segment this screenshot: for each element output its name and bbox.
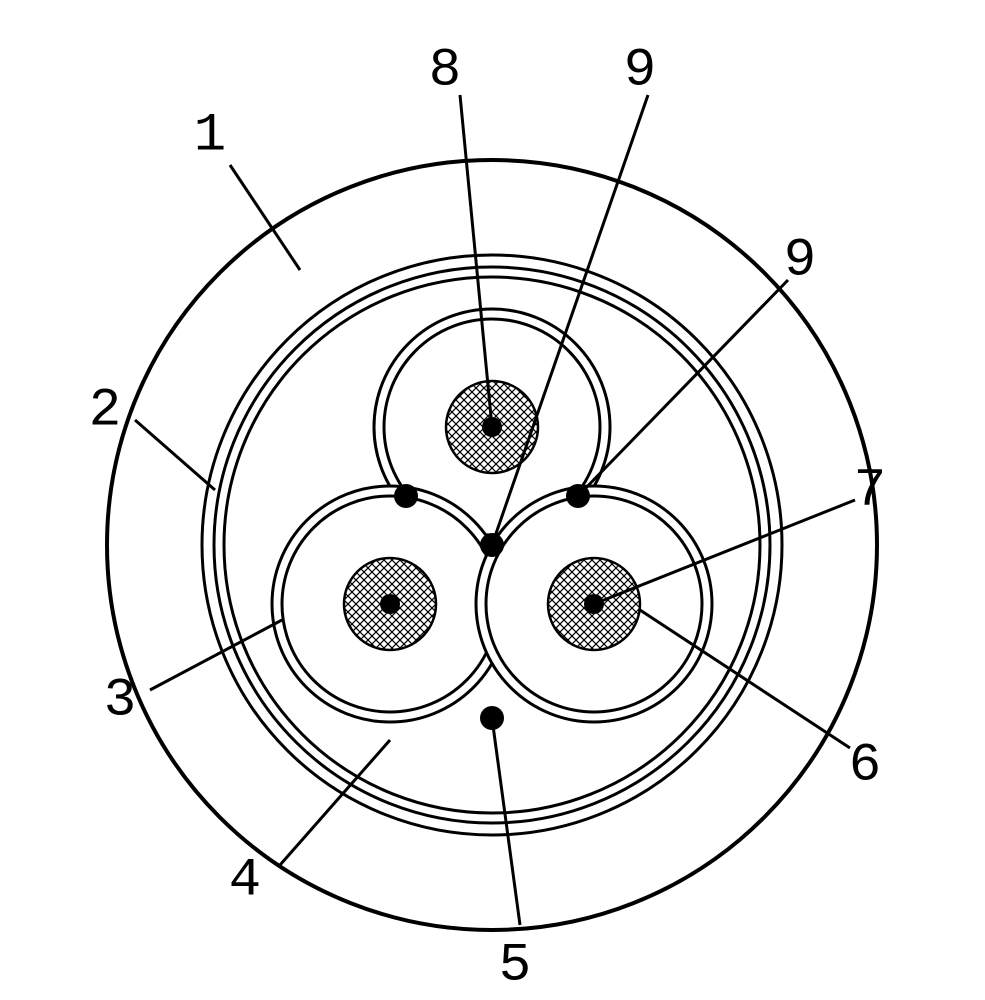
conductor-left-center-dot (380, 594, 400, 614)
filler-dot-upper_left (394, 484, 418, 508)
label-2-1: 2 (89, 380, 121, 441)
cable-cross-section-diagram: 1 2 3 4 5 6 7 8 9 9 (0, 0, 985, 1000)
label-5-4: 5 (499, 935, 531, 996)
label-8-7: 8 (429, 40, 461, 101)
label-1-0: 1 (194, 105, 226, 166)
label-9-8: 9 (624, 40, 656, 101)
label-9-9: 9 (784, 230, 816, 291)
label-7-6: 7 (854, 460, 886, 521)
label-3-2: 3 (104, 670, 136, 731)
leader-line-2-1 (135, 420, 215, 490)
label-4-3: 4 (229, 850, 261, 911)
label-6-5: 6 (849, 735, 881, 796)
